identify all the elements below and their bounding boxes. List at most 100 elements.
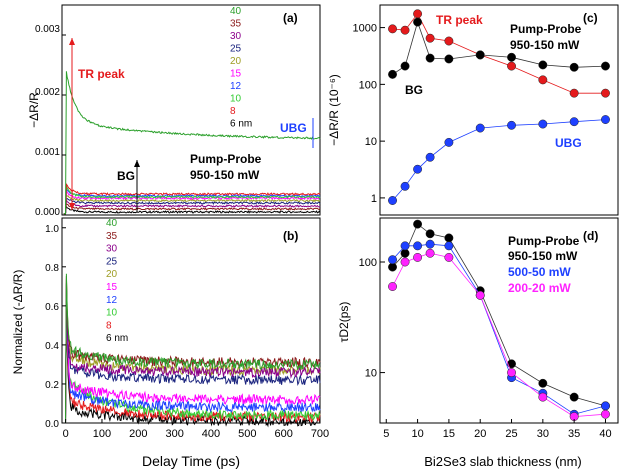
panel-a-legend-item-0: 40 — [230, 6, 242, 17]
panel-d-point-2-4 — [444, 252, 454, 262]
panel-c-point-1-8 — [569, 62, 579, 72]
panel-c-ytick-3: 1000 — [353, 23, 377, 35]
panel-a-ytick-2: 0.002 — [35, 87, 60, 98]
panel-a-curve-6-nm — [63, 71, 321, 215]
panel-d-xlabel: Bi2Se3 slab thickness (nm) — [424, 454, 582, 469]
panel-d-point-2-2 — [413, 252, 423, 262]
panel-d-point-0-4 — [444, 233, 454, 243]
panel-a-legend-item-1: 35 — [230, 19, 242, 30]
panel-a-curve-10 — [63, 186, 321, 215]
panel-b-curve-25 — [63, 283, 321, 424]
panel-d-point-2-5 — [475, 290, 485, 300]
panel-b: Normalized (-ΔR/R) 0.0 0.2 0.4 0.6 0.8 1.0 0 1… — [11, 217, 329, 469]
panel-a-legend-item-9: 6 nm — [230, 119, 252, 130]
panel-c-point-0-1 — [400, 25, 410, 35]
panel-a-legend-item-7: 10 — [230, 94, 242, 105]
panel-c-yticks: 1 10 100 1000 — [353, 23, 385, 205]
panel-b-xtick-4: 400 — [202, 428, 220, 440]
panel-a-legend-item-8: 8 — [230, 106, 236, 117]
panel-c-ytick-0: 1 — [371, 193, 377, 205]
panel-a-tr-peak-arrowhead-bottom — [69, 203, 75, 210]
panel-d-legend-3: 200-20 mW — [508, 281, 571, 295]
panel-d-point-2-9 — [601, 409, 610, 419]
panel-b-xlabel: Delay Time (ps) — [142, 453, 240, 469]
panel-b-legend-item-8: 8 — [106, 320, 112, 331]
panel-a-ytick-3: 0.003 — [35, 24, 60, 35]
panel-a-title-line1: Pump-Probe — [190, 152, 262, 166]
panel-d-line-1 — [392, 243, 606, 415]
panel-d-label: (d) — [583, 229, 598, 243]
panel-b-legend-item-3: 25 — [106, 256, 118, 267]
panel-b-label: (b) — [283, 229, 298, 243]
panel-b-legend-item-0: 40 — [106, 218, 118, 229]
panel-c-point-2-8 — [569, 117, 579, 127]
panel-b-legend-item-7: 10 — [106, 308, 118, 319]
panel-a-curve-25 — [63, 197, 321, 215]
panel-c-line-2 — [392, 119, 606, 201]
panel-b-ytick-4: 0.8 — [45, 263, 59, 274]
panel-a-legend-item-6: 12 — [230, 81, 242, 92]
panel-b-legend-item-4: 20 — [106, 269, 118, 280]
panel-d-point-2-7 — [538, 392, 548, 402]
panel-c-point-0-0 — [388, 24, 397, 34]
panel-c-point-2-0 — [388, 196, 397, 205]
panel-d-xtick-1: 10 — [411, 428, 423, 440]
panel-d-xtick-5: 30 — [537, 428, 549, 440]
panel-c-line-1 — [392, 20, 606, 75]
panel-c-point-1-2 — [413, 17, 423, 27]
panel-a-curves — [62, 34, 321, 216]
panel-b-legend-item-9: 6 nm — [106, 333, 128, 344]
panel-c-point-1-0 — [388, 69, 397, 79]
panel-b-xtick-1: 100 — [93, 428, 111, 440]
panel-d-point-0-6 — [507, 359, 516, 369]
panel-b-ytick-5: 1.0 — [45, 224, 59, 235]
panel-d: 10 100 5 10 15 20 25 30 35 40 τD2(ps) Bi2Se3 sla… — [337, 217, 619, 469]
panel-c-title-line1: Pump-Probe — [510, 22, 582, 36]
panel-c-ubg-label: UBG — [555, 136, 582, 150]
panel-c-point-2-2 — [413, 164, 423, 174]
panel-c-point-0-9 — [601, 88, 610, 98]
panel-a-tr-peak-label: TR peak — [78, 67, 125, 81]
panel-b-xtick-0: 0 — [63, 428, 69, 440]
panel-d-point-2-1 — [400, 257, 410, 267]
panel-d-point-1-2 — [413, 241, 423, 251]
panel-c-label: (c) — [583, 11, 598, 25]
panel-a-title-line2: 950-150 mW — [190, 168, 260, 182]
panel-d-xtick-6: 35 — [568, 428, 580, 440]
panel-d-frame — [379, 217, 619, 424]
panel-c-point-2-6 — [507, 120, 516, 130]
panel-b-xticks: 0 100 200 300 400 500 600 700 — [63, 419, 329, 440]
panel-b-curves — [63, 273, 321, 428]
panel-a-bg-arrowhead-top — [134, 160, 140, 167]
panel-d-point-0-0 — [388, 262, 397, 272]
panel-a-ylabel: −ΔR/R — [27, 92, 41, 128]
panel-c-point-2-3 — [425, 152, 435, 162]
panel-d-line-0 — [392, 223, 606, 407]
panel-a-curve-40 — [63, 205, 321, 215]
panel-a-ytick-0: 0.000 — [35, 207, 60, 218]
panel-c-title-line2: 950-150 mW — [510, 38, 580, 52]
panel-b-xtick-7: 700 — [311, 428, 329, 440]
panel-b-yticks: 0.0 0.2 0.4 0.6 0.8 1.0 — [45, 224, 66, 430]
panel-c-point-1-9 — [601, 61, 610, 71]
panel-c-point-1-4 — [444, 54, 454, 64]
panel-d-legend-2: 500-50 mW — [508, 265, 571, 279]
panel-d-point-1-4 — [444, 241, 454, 251]
panel-d-xticks: 5 10 15 20 25 30 35 40 — [383, 419, 612, 440]
panel-a-frame — [61, 4, 321, 216]
panel-b-xtick-6: 600 — [274, 428, 292, 440]
panel-d-ytick-0: 10 — [365, 368, 377, 380]
panel-c-point-0-4 — [444, 36, 454, 46]
panel-c-point-1-1 — [400, 61, 410, 71]
panel-b-frame — [61, 217, 321, 424]
panel-a-curve-30 — [63, 199, 321, 215]
panel-b-legend-item-5: 15 — [106, 282, 118, 293]
panel-b-curve-15 — [63, 288, 321, 424]
panel-b-curve-10 — [63, 284, 321, 424]
panel-d-point-0-2 — [413, 219, 423, 229]
panel-d-point-1-0 — [388, 255, 397, 265]
panel-d-point-1-1 — [400, 241, 410, 251]
panel-c-line-0 — [392, 13, 606, 94]
panel-d-marks — [388, 219, 610, 422]
panel-c-frame — [379, 4, 619, 216]
